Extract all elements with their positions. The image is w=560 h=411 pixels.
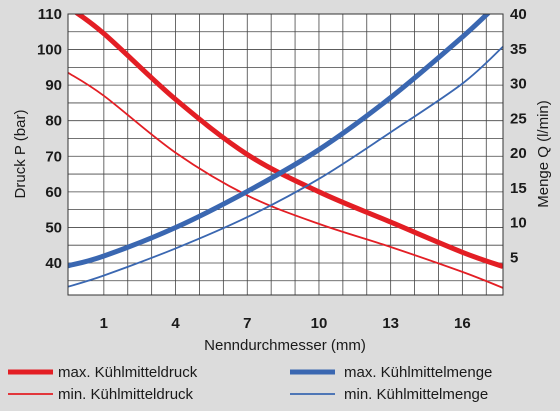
x-tick-label: 10 bbox=[311, 315, 328, 332]
x-tick-label: 7 bbox=[243, 315, 251, 332]
plot-frame bbox=[67, 13, 504, 296]
y-left-tick-label: 40 bbox=[45, 255, 62, 272]
x-tick-label: 1 bbox=[100, 315, 108, 332]
series-line-min-k-hlmittelmenge bbox=[68, 46, 503, 288]
series-layer bbox=[68, 14, 503, 289]
x-tick-label: 4 bbox=[171, 315, 180, 332]
y-left-tick-label: 60 bbox=[45, 184, 62, 201]
legend-label: min. Kühlmittelmenge bbox=[344, 386, 488, 403]
grid bbox=[68, 14, 503, 295]
series-line-max-k-hlmittelmenge bbox=[68, 14, 491, 269]
y-left-tick-label: 80 bbox=[45, 113, 62, 130]
legend-label: max. Kühlmitteldruck bbox=[58, 364, 198, 381]
y-right-tick-label: 20 bbox=[510, 145, 527, 162]
y-left-tick-label: 100 bbox=[37, 42, 62, 59]
y-right-tick-label: 10 bbox=[510, 215, 527, 232]
y-right-axis-title: Menge Q (l/min) bbox=[535, 100, 552, 208]
y-left-tick-label: 50 bbox=[45, 219, 62, 236]
y-right-tick-label: 5 bbox=[510, 249, 518, 266]
series-line-min-k-hlmitteldruck bbox=[68, 71, 503, 289]
y-left-tick-label: 90 bbox=[45, 77, 62, 94]
x-tick-label: 16 bbox=[454, 315, 471, 332]
x-axis-title: Nenndurchmesser (mm) bbox=[204, 337, 366, 354]
series-line-max-k-hlmitteldruck bbox=[73, 14, 503, 269]
y-right-tick-label: 25 bbox=[510, 110, 527, 127]
legend: max. Kühlmitteldruck min. Kühlmitteldruck… bbox=[8, 364, 492, 403]
y-right-tick-label: 35 bbox=[510, 41, 527, 58]
legend-label: min. Kühlmitteldruck bbox=[58, 386, 194, 403]
y-left-tick-label: 110 bbox=[38, 6, 62, 23]
plot-area bbox=[68, 14, 503, 295]
y-right-tick-label: 15 bbox=[510, 180, 527, 197]
y-left-axis-title: Druck P (bar) bbox=[12, 110, 29, 199]
x-tick-label: 13 bbox=[382, 315, 399, 332]
tick-labels: 1 4 7 10 13 16 40 50 60 70 80 90 100 110 5 10 15 20 25 30 35… bbox=[37, 6, 527, 332]
y-right-tick-label: 30 bbox=[510, 76, 527, 93]
y-left-tick-label: 70 bbox=[45, 148, 62, 165]
y-right-tick-label: 40 bbox=[510, 6, 527, 23]
legend-label: max. Kühlmittelmenge bbox=[344, 364, 492, 381]
